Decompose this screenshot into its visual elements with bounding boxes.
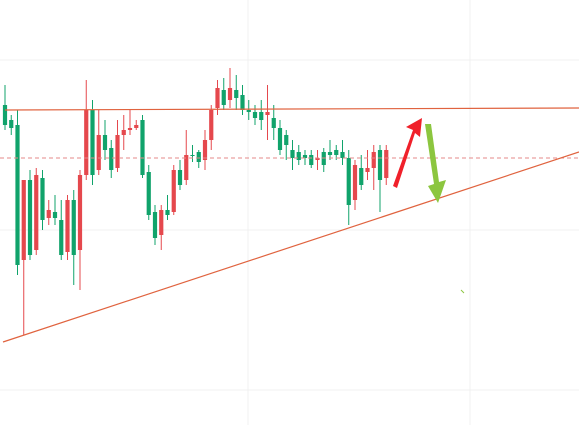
candle-body — [52, 212, 58, 218]
candle-body — [159, 210, 164, 235]
candle-body — [9, 120, 14, 128]
resistance-line — [4, 107, 579, 111]
candle-body — [209, 110, 214, 140]
candle-body — [190, 155, 195, 156]
candle-body — [140, 120, 145, 175]
candle-body — [340, 152, 345, 158]
candle-body — [352, 165, 358, 200]
candle-body — [184, 155, 189, 180]
up-arrow — [393, 118, 422, 188]
candle-body — [90, 110, 95, 175]
candle-body — [265, 112, 270, 115]
candle-body — [65, 200, 70, 252]
candle-body — [327, 152, 333, 155]
candle-body — [40, 178, 45, 220]
candle-body — [146, 172, 151, 215]
candle-body — [71, 200, 76, 255]
candle-body — [384, 150, 389, 178]
candle-body — [15, 125, 20, 265]
candle-body — [234, 90, 239, 98]
candles — [2, 68, 389, 335]
candle-body — [334, 150, 339, 155]
candle-body — [309, 155, 314, 165]
candle-body — [221, 90, 226, 105]
candle-body — [109, 148, 114, 170]
down-arrow — [425, 124, 446, 203]
candle-body — [359, 168, 364, 185]
candle-body — [46, 210, 51, 218]
candle-body — [202, 140, 208, 160]
candle-body — [296, 152, 301, 160]
candle-body — [215, 88, 220, 108]
candle-body — [290, 150, 295, 158]
candle-body — [127, 128, 133, 130]
candle-body — [315, 158, 320, 160]
candle-body — [252, 112, 258, 118]
candle-body — [77, 175, 83, 250]
candle-body — [27, 180, 33, 255]
candle-body — [59, 220, 64, 255]
candle-body — [246, 110, 251, 112]
candle-body — [134, 125, 139, 128]
candle-body — [259, 112, 264, 120]
candle-body — [284, 135, 289, 145]
candle-body — [21, 180, 26, 260]
candle-body — [227, 88, 233, 100]
candle-body — [196, 152, 201, 162]
candle-body — [2, 105, 8, 125]
candle-body — [34, 175, 39, 250]
candle-body — [302, 155, 308, 158]
candle-body — [84, 110, 89, 175]
candle-body — [177, 170, 183, 185]
candle-body — [346, 158, 351, 205]
mark — [460, 289, 465, 294]
candle-body — [165, 210, 170, 215]
candle-body — [365, 168, 370, 172]
candle-body — [377, 150, 383, 180]
candle-body — [121, 130, 126, 135]
candle-body — [240, 95, 245, 110]
candle-body — [371, 152, 376, 168]
candle-body — [102, 135, 108, 150]
candle-body — [171, 170, 176, 212]
candle-body — [152, 212, 158, 238]
trend-line — [2, 151, 579, 343]
candle-body — [271, 118, 276, 128]
candle-body — [96, 135, 101, 170]
candle-body — [277, 128, 283, 150]
candle-body — [115, 135, 120, 168]
